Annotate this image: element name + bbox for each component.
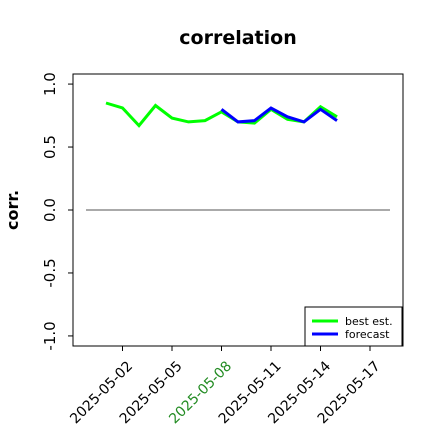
- legend-label-best-est: best est.: [345, 315, 393, 328]
- legend-box: [304, 306, 403, 347]
- y-tick-label: -1.0: [41, 321, 59, 350]
- y-tick-label: 1.0: [41, 72, 59, 96]
- series-line-forecast: [220, 106, 338, 124]
- chart-title: correlation: [179, 27, 296, 49]
- y-axis-ticks: -1.0 -0.5 0.0 0.5 1.0: [41, 72, 73, 351]
- legend: best est. forecast: [304, 306, 403, 347]
- y-tick-label: 0.5: [41, 135, 59, 159]
- legend-label-forecast: forecast: [345, 328, 390, 341]
- y-tick-label: 0.0: [41, 198, 59, 222]
- y-axis-label: corr.: [3, 190, 22, 230]
- y-tick-label: -0.5: [41, 258, 59, 287]
- x-axis-ticks: 2025-05-022025-05-052025-05-082025-05-11…: [67, 346, 384, 427]
- series-layer: [105, 101, 338, 128]
